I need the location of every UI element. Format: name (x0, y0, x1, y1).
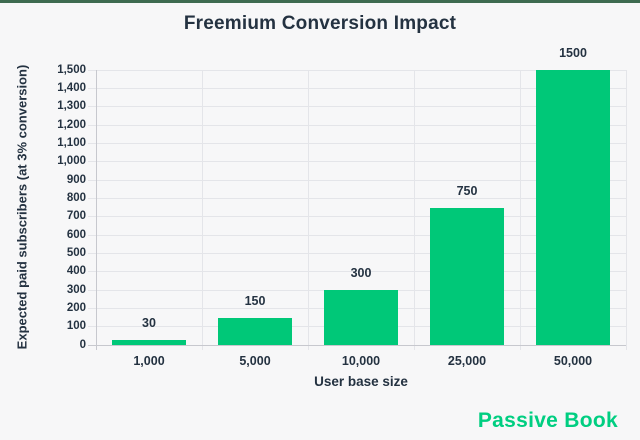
bar-value-label: 1500 (559, 46, 587, 60)
x-tick-label: 25,000 (447, 354, 487, 368)
gridline-horizontal (96, 69, 626, 71)
x-axis-title: User base size (314, 374, 408, 389)
gridline-horizontal (96, 271, 626, 273)
y-axis-tick (88, 87, 96, 89)
gridline-horizontal (96, 161, 626, 163)
gridline-horizontal (96, 216, 626, 218)
x-axis-line (88, 344, 626, 346)
x-tick-label: 50,000 (553, 354, 593, 368)
gridline-horizontal (96, 142, 626, 144)
y-tick-label: 800 (66, 191, 86, 204)
y-axis-line (95, 70, 97, 350)
x-tick-label: 5,000 (239, 354, 271, 368)
gridline-vertical (307, 70, 309, 345)
y-axis-tick (88, 252, 96, 254)
x-axis-tick (519, 345, 521, 350)
bar-value-label: 30 (142, 315, 156, 330)
y-axis-tick (88, 142, 96, 144)
y-tick-label: 500 (66, 246, 86, 259)
y-tick-label: 1,100 (57, 136, 86, 149)
bar-value-label: 750 (456, 183, 478, 198)
y-tick-label: 700 (66, 210, 86, 223)
gridline-horizontal (96, 124, 626, 126)
x-axis-tick (307, 345, 309, 350)
y-tick-label: 300 (66, 283, 86, 296)
x-tick-label: 10,000 (341, 354, 381, 368)
y-tick-label: 200 (66, 301, 86, 314)
bar (430, 207, 504, 345)
y-tick-label: 1,000 (57, 155, 86, 168)
y-tick-label: 1,400 (57, 81, 86, 94)
gridline-horizontal (96, 106, 626, 108)
y-axis-tick (88, 106, 96, 108)
bar-value-label: 150 (244, 293, 266, 308)
y-tick-label: 1,300 (57, 100, 86, 113)
x-axis-tick (201, 345, 203, 350)
gridline-horizontal (96, 252, 626, 254)
x-axis-tick (625, 345, 627, 350)
gridline-vertical (201, 70, 203, 345)
y-axis-tick (88, 271, 96, 273)
gridline-vertical (625, 70, 627, 345)
bar-value-label: 300 (350, 266, 372, 280)
y-axis-tick (88, 216, 96, 218)
x-axis-tick (413, 345, 415, 350)
brand-logo-text: Passive Book (477, 409, 618, 432)
y-tick-label: 1,200 (57, 118, 86, 131)
bar (112, 339, 186, 345)
gridline-horizontal (96, 197, 626, 199)
y-tick-label: 100 (66, 320, 86, 333)
y-axis-tick (88, 307, 96, 309)
y-axis-tick (88, 289, 96, 291)
bar (218, 317, 292, 345)
y-tick-label: 0 (79, 338, 86, 351)
bar (324, 290, 398, 345)
gridline-vertical (413, 70, 415, 345)
y-axis-tick (88, 161, 96, 163)
chart-title: Freemium Conversion Impact (183, 13, 457, 34)
y-axis-tick (88, 326, 96, 328)
y-axis-tick (88, 124, 96, 126)
y-axis-tick (88, 179, 96, 181)
y-tick-label: 400 (66, 265, 86, 278)
y-tick-label: 600 (66, 228, 86, 241)
y-tick-label: 1,500 (57, 63, 86, 76)
y-axis-tick (88, 234, 96, 236)
gridline-vertical (519, 70, 521, 345)
gridline-horizontal (96, 179, 626, 181)
y-axis-tick (88, 197, 96, 199)
y-axis-tick (88, 69, 96, 71)
bar (536, 70, 610, 345)
gridline-horizontal (96, 87, 626, 89)
gridline-horizontal (96, 234, 626, 236)
y-tick-label: 900 (66, 173, 86, 186)
x-tick-label: 1,000 (133, 354, 165, 368)
